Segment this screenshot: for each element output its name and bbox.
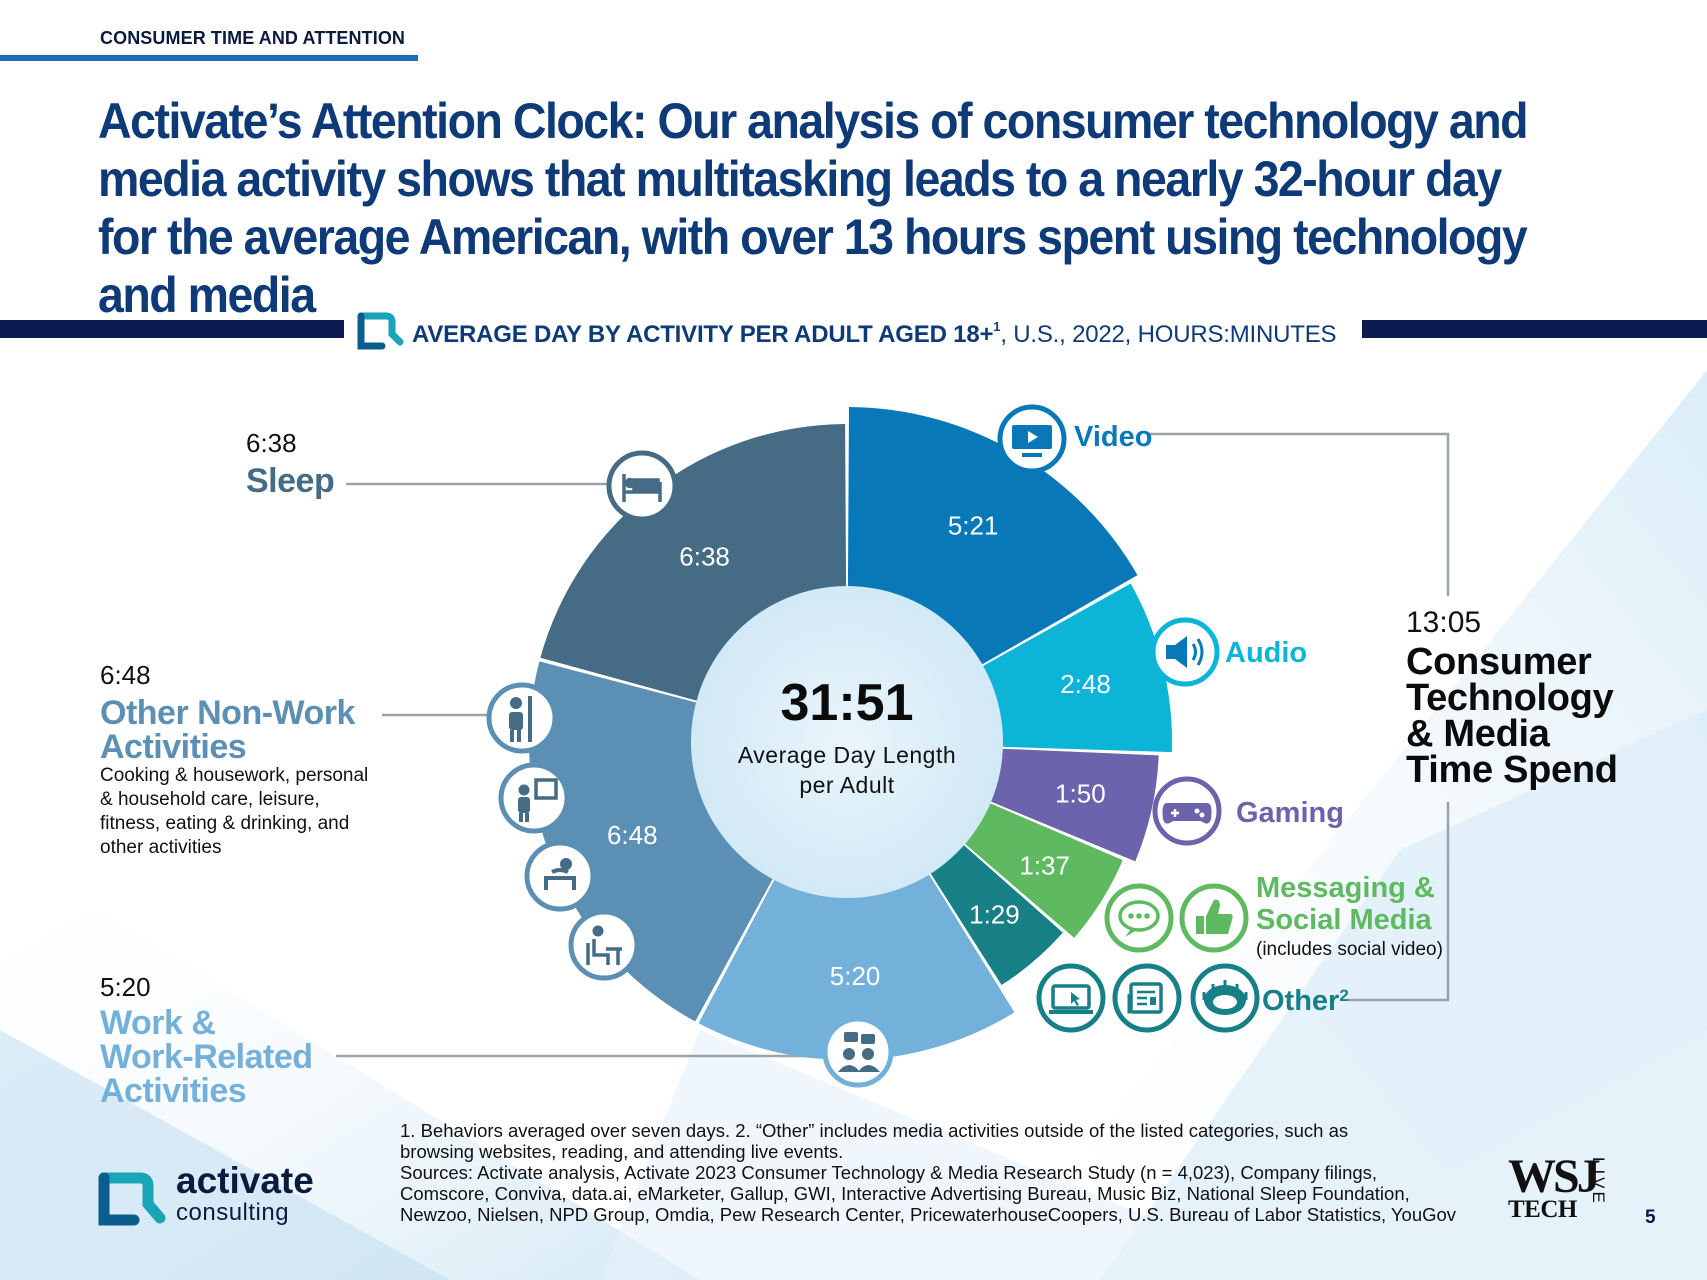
segment-label-sleep: 6:38 — [679, 541, 730, 571]
donut-segment-messaging-social-media — [960, 801, 1123, 938]
other-label: Other2 — [1262, 985, 1349, 1017]
nonwork-desc-line: & household care, leisure, — [100, 789, 320, 810]
donut-segment-sleep — [540, 424, 847, 703]
person-cleaning-icon — [486, 682, 558, 754]
wsj-live: LIVE — [1589, 1157, 1608, 1206]
nonwork-title-line1: Other Non-Work — [100, 694, 355, 732]
subheader-bar-left — [0, 320, 344, 338]
laptop-cursor-icon — [1036, 963, 1106, 1033]
tech-title-line: Technology — [1406, 677, 1614, 719]
activate-logo-text: activate consulting — [176, 1160, 314, 1229]
subheader-rest: , U.S., 2022, HOURS:MINUTES — [1000, 321, 1337, 348]
background-wash — [0, 370, 1707, 1280]
messaging-note: (includes social video) — [1256, 939, 1443, 960]
segment-label-audio: 2:48 — [1060, 669, 1111, 699]
video-icon — [997, 404, 1067, 474]
page-number: 5 — [1645, 1207, 1656, 1228]
audio-label: Audio — [1225, 637, 1307, 669]
tech-total-title: Consumer Technology & Media Time Spend — [1406, 641, 1618, 791]
messaging-label-line2: Social Media — [1256, 904, 1433, 936]
footnote-line: 1. Behaviors averaged over seven days. 2… — [400, 1120, 1349, 1141]
leader-other — [1348, 802, 1450, 1002]
chart-subheader: AVERAGE DAY BY ACTIVITY PER ADULT AGED 1… — [356, 312, 1337, 350]
stadium-icon — [1190, 963, 1260, 1033]
chat-bubble-icon — [1104, 883, 1174, 953]
newspaper-icon — [1112, 963, 1182, 1033]
segment-label-other-non-work-activities: 6:48 — [607, 820, 658, 850]
tech-title-line: Consumer — [1406, 641, 1592, 683]
leader-video — [1150, 432, 1450, 596]
fitness-icon — [524, 840, 596, 912]
subheader-bar-right — [1362, 320, 1707, 338]
tech-title-line: & Media — [1406, 713, 1550, 755]
logo-sub: consulting — [176, 1199, 290, 1226]
footnote-line: Sources: Activate analysis, Activate 202… — [400, 1162, 1378, 1183]
center-disc — [691, 586, 1003, 898]
donut-segment-gaming — [985, 748, 1159, 862]
nonwork-title: Other Non-Work Activities — [100, 696, 355, 764]
other-label-sup: 2 — [1339, 986, 1348, 1005]
person-tv-icon — [498, 762, 570, 834]
thumbs-up-icon — [1179, 883, 1249, 953]
segment-label-other: 1:29 — [969, 900, 1020, 930]
donut-segment-audio — [977, 583, 1172, 753]
section-rule — [0, 55, 418, 61]
work-title: Work & Work-Related Activities — [100, 1006, 313, 1108]
work-title-line2: Work-Related — [100, 1038, 313, 1076]
center-line1: Average Day Length — [738, 742, 956, 768]
footnote-line: browsing websites, reading, and attendin… — [400, 1141, 844, 1162]
gaming-label: Gaming — [1236, 797, 1344, 829]
donut-segment-video — [847, 407, 1138, 668]
segment-label-messaging-social-media: 1:37 — [1019, 850, 1070, 880]
nonwork-description: Cooking & housework, personal & househol… — [100, 764, 368, 860]
speaker-icon — [1150, 617, 1220, 687]
tech-total-value: 13:05 — [1406, 606, 1482, 639]
leader-lines — [336, 432, 1450, 1058]
sleep-value: 6:38 — [246, 428, 297, 458]
video-label: Video — [1074, 421, 1152, 453]
wsj-tech-live-logo: WSJ TECH LIVE — [1508, 1150, 1608, 1223]
center-line2: per Adult — [799, 772, 894, 798]
donut-segments — [528, 407, 1172, 1060]
section-label: CONSUMER TIME AND ATTENTION — [100, 28, 406, 48]
nonwork-desc-line: Cooking & housework, personal — [100, 765, 369, 786]
subheader-bold: AVERAGE DAY BY ACTIVITY PER ADULT AGED 1… — [412, 321, 994, 348]
nonwork-value: 6:48 — [100, 660, 151, 690]
center-total: 31:51 — [781, 674, 914, 732]
logo-name: activate — [176, 1160, 314, 1201]
footnotes: 1. Behaviors averaged over seven days. 2… — [400, 1120, 1460, 1225]
meeting-icon — [822, 1016, 894, 1088]
segment-value-labels: 5:21 2:48 1:50 1:37 1:29 5:20 6:48 6:38 — [607, 511, 1111, 991]
messaging-label-line1: Messaging & — [1256, 872, 1435, 904]
footnote-line: Newzoo, Nielsen, NPD Group, Omdia, Pew R… — [400, 1204, 1457, 1225]
other-label-text: Other — [1262, 985, 1339, 1017]
nonwork-desc-line: other activities — [100, 837, 222, 858]
segment-label-work-work-related-activities: 5:20 — [830, 961, 881, 991]
headline: Activate’s Attention Clock: Our analysis… — [98, 93, 1529, 323]
wsj-tech: TECH — [1508, 1196, 1577, 1223]
activate-logo-icon — [98, 1172, 166, 1226]
footnote-line: Comscore, Conviva, data.ai, eMarketer, G… — [400, 1183, 1410, 1204]
nonwork-desc-line: fitness, eating & drinking, and — [100, 813, 350, 834]
work-value: 5:20 — [100, 972, 151, 1002]
donut-segment-work-work-related-activities — [698, 869, 1015, 1060]
bed-icon — [606, 450, 678, 522]
desk-worker-icon — [568, 909, 640, 981]
wsj-mark: WSJ — [1508, 1150, 1601, 1203]
activate-mark-icon — [357, 312, 404, 350]
donut-segment-other — [927, 841, 1063, 985]
subheader-sup: 1 — [993, 319, 1001, 334]
nonwork-title-line2: Activities — [100, 728, 247, 766]
sleep-title: Sleep — [246, 462, 335, 500]
tech-title-line: Time Spend — [1406, 749, 1618, 791]
donut-segment-other-non-work-activities — [528, 661, 776, 1022]
work-title-line1: Work & — [100, 1004, 216, 1042]
segment-label-gaming: 1:50 — [1055, 779, 1106, 809]
gamepad-icon — [1152, 776, 1222, 846]
work-title-line3: Activities — [100, 1072, 247, 1110]
icon-badges — [486, 404, 1260, 1088]
segment-label-video: 5:21 — [948, 511, 999, 541]
